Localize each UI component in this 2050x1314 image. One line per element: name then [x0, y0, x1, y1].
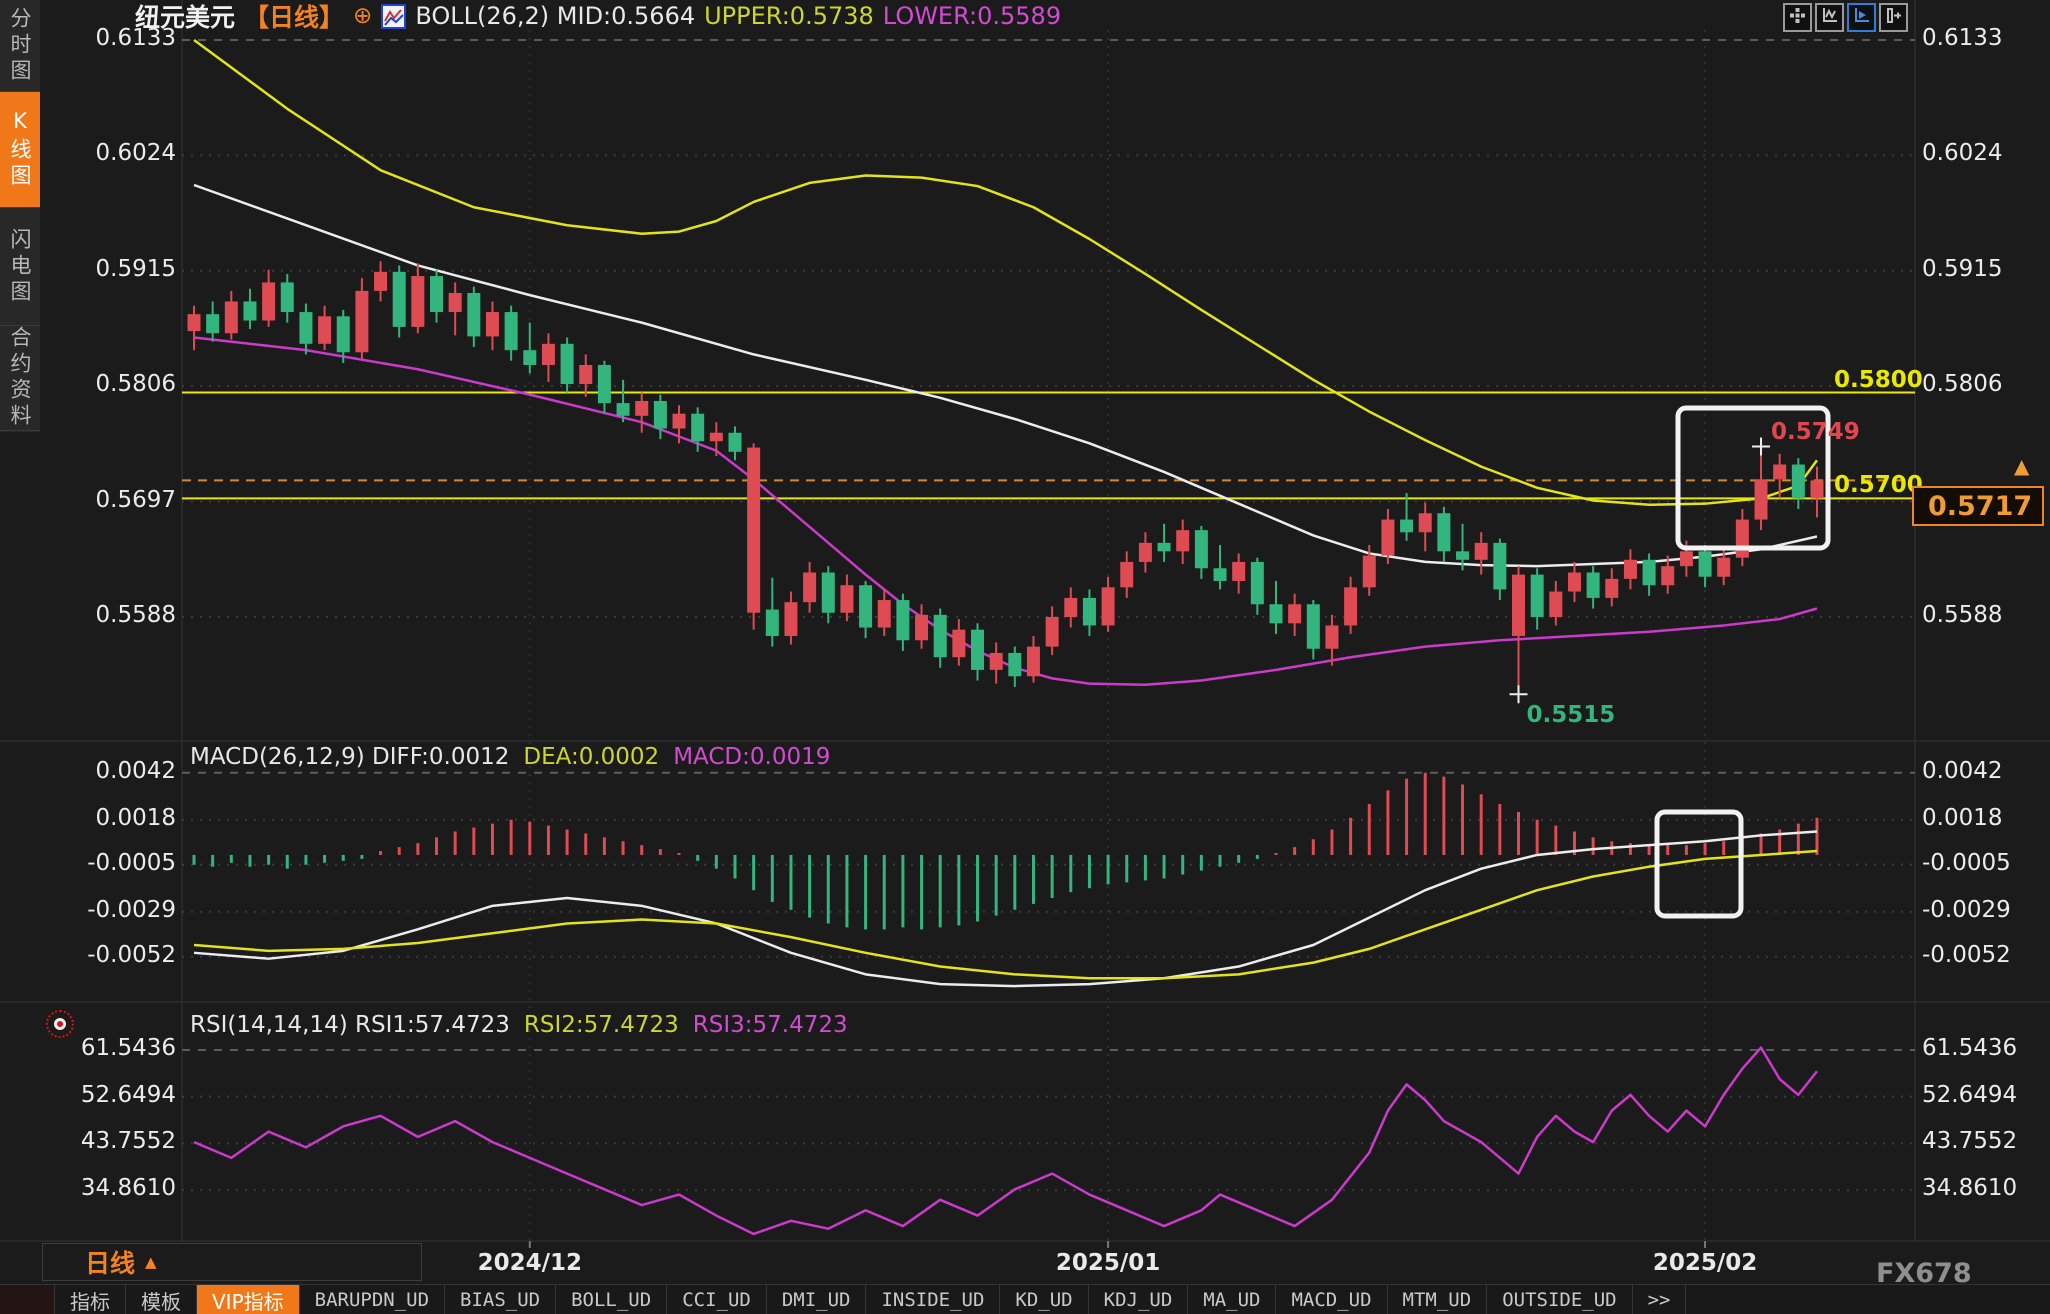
indicator-toolbar: 指标 模板 VIP指标 BARUPDN_UD BIAS_UD BOLL_UD C… [0, 1284, 2050, 1314]
tab-macd-ud[interactable]: MACD_UD [1276, 1285, 1388, 1314]
boll-mid-readout: BOLL(26,2) MID:0.5664 [415, 2, 696, 30]
tab-kd-ud[interactable]: KD_UD [1000, 1285, 1089, 1314]
macd-diff-readout: MACD(26,12,9) DIFF:0.0012 [190, 744, 510, 770]
tab-inside-ud[interactable]: INSIDE_UD [866, 1285, 1001, 1314]
period-selector-arrow-icon: ▲ [145, 1253, 157, 1271]
tab-template[interactable]: 模板 [126, 1285, 197, 1314]
macd-header: MACD(26,12,9) DIFF:0.0012 DEA:0.0002 MAC… [190, 744, 830, 770]
sidebar-item-lightning[interactable]: 闪电图 [0, 208, 40, 326]
grid-layout-icon [1789, 7, 1806, 28]
axis-adjust-icon [1885, 7, 1902, 28]
chart-scale-buttons [1783, 3, 1908, 32]
axis-marker-button[interactable] [1815, 3, 1844, 32]
sidebar: 分时图 K线图 闪电图 合约资料 [0, 0, 40, 432]
axis-play-icon [1853, 7, 1870, 28]
boll-upper-readout: UPPER:0.5738 [704, 2, 874, 30]
candlestick-chart[interactable] [0, 0, 2050, 1284]
tab-vip-indicator[interactable]: VIP指标 [197, 1285, 300, 1314]
chart-header: 纽元美元 【日线】 ⊕ BOLL(26,2) MID:0.5664 UPPER:… [135, 1, 1062, 32]
grid-layout-button[interactable] [1783, 3, 1812, 32]
axis-adjust-button[interactable] [1879, 3, 1908, 32]
add-overlay-icon[interactable]: ⊕ [353, 3, 373, 29]
period-tag: 【日线】 [244, 3, 345, 32]
tab-cci-ud[interactable]: CCI_UD [667, 1285, 767, 1314]
symbol-name: 纽元美元 [135, 3, 236, 32]
rsi-header: RSI(14,14,14) RSI1:57.4723 RSI2:57.4723 … [190, 1012, 848, 1038]
tab-indicator[interactable]: 指标 [55, 1285, 126, 1314]
price-up-arrow-icon: ▲ [2014, 454, 2030, 478]
sidebar-item-contract-info[interactable]: 合约资料 [0, 326, 40, 431]
tab-boll-ud[interactable]: BOLL_UD [556, 1285, 668, 1314]
period-selector[interactable]: 日线 ▲ [42, 1243, 422, 1281]
axis-marker-icon [1821, 7, 1838, 28]
watermark: FX678 [1876, 1258, 1972, 1289]
macd-dea-readout: DEA:0.0002 [523, 744, 660, 770]
tab-barupdn-ud[interactable]: BARUPDN_UD [300, 1285, 446, 1314]
last-price-box: 0.5717 [1912, 486, 2044, 526]
sidebar-item-kline[interactable]: K线图 [0, 92, 40, 208]
record-icon[interactable] [46, 1010, 74, 1038]
tab-mtm-ud[interactable]: MTM_UD [1388, 1285, 1488, 1314]
indicator-chart-icon[interactable] [381, 3, 407, 29]
boll-lower-readout: LOWER:0.5589 [882, 2, 1062, 30]
rsi2-readout: RSI2:57.4723 [523, 1012, 679, 1038]
tab-dmi-ud[interactable]: DMI_UD [767, 1285, 867, 1314]
tab-more[interactable]: >> [1633, 1285, 1687, 1314]
axis-play-button[interactable] [1847, 3, 1876, 32]
macd-value-readout: MACD:0.0019 [673, 744, 831, 770]
tab-kdj-ud[interactable]: KDJ_UD [1089, 1285, 1189, 1314]
period-selector-label: 日线 [85, 1249, 136, 1278]
toolbar-spacer [0, 1285, 55, 1314]
tab-bias-ud[interactable]: BIAS_UD [445, 1285, 557, 1314]
sidebar-item-timeshare[interactable]: 分时图 [0, 0, 40, 92]
tab-outside-ud[interactable]: OUTSIDE_UD [1487, 1285, 1633, 1314]
rsi3-readout: RSI3:57.4723 [692, 1012, 848, 1038]
tab-ma-ud[interactable]: MA_UD [1188, 1285, 1277, 1314]
rsi1-readout: RSI(14,14,14) RSI1:57.4723 [190, 1012, 510, 1038]
